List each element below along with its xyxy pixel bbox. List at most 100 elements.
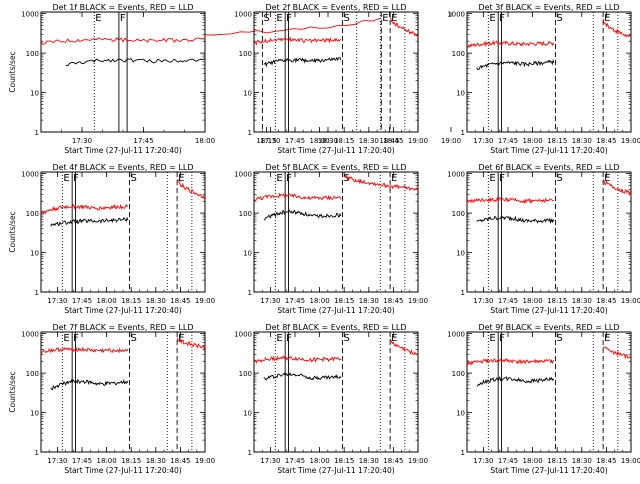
y-tick-label: 10 xyxy=(243,410,252,418)
y-tick-label: 1 xyxy=(248,289,252,297)
y-tick-label: 100 xyxy=(452,210,465,218)
y-tick-label: 1 xyxy=(35,289,39,297)
x-tick-label: 17:30 xyxy=(260,297,280,305)
x-tick-label: 17:30 xyxy=(260,457,280,465)
x-tick-label: 18:00 xyxy=(310,137,330,145)
y-tick-label: 1 xyxy=(248,129,252,137)
x-tick-label: 18:30 xyxy=(572,137,592,145)
y-tick-label: 1 xyxy=(461,289,465,297)
panel-frame xyxy=(466,331,632,453)
interval-marker-label: F xyxy=(73,333,79,344)
x-axis-label: Start Time (27-Jul-11 17:20:40) xyxy=(277,306,394,315)
detector-panel: Det 3f BLACK = Events, RED = LLD 1 10 100 10… xyxy=(447,3,640,155)
x-tick-label: 18:30 xyxy=(318,137,338,145)
panel-frame xyxy=(253,331,419,453)
interval-marker-label: S xyxy=(131,173,137,184)
interval-marker-label: E xyxy=(604,13,610,24)
interval-marker-label: S xyxy=(131,333,137,344)
x-tick-label: 18:45 xyxy=(596,137,616,145)
lld-series-line xyxy=(466,196,554,204)
y-tick-label: 1000 xyxy=(234,11,252,19)
events-series-line xyxy=(65,58,206,67)
x-tick-label: 17:45 xyxy=(72,297,92,305)
lld-series-line xyxy=(253,355,342,364)
detector-panel: Det 5f BLACK = Events, RED = LLD 1 10 100 10… xyxy=(234,163,428,315)
lld-series-line xyxy=(466,357,555,366)
x-tick-label: 19:00 xyxy=(621,137,640,145)
x-tick-label: 18:45 xyxy=(383,137,403,145)
panel-frame xyxy=(40,171,206,293)
interval-marker-label: E xyxy=(489,13,495,24)
x-tick-label: 18:00 xyxy=(195,137,215,145)
lld-series-line xyxy=(176,178,205,200)
lld-series-line xyxy=(466,39,555,49)
interval-marker-label: E xyxy=(391,13,397,24)
interval-marker-label: E xyxy=(604,173,610,184)
interval-marker-label: E xyxy=(95,13,101,24)
interval-marker-label: S xyxy=(557,333,563,344)
panel-frame xyxy=(466,11,632,133)
y-tick-label: 100 xyxy=(452,50,465,58)
x-tick-label: 18:15 xyxy=(334,137,354,145)
x-tick-label: 17:30 xyxy=(47,457,67,465)
y-tick-label: 10 xyxy=(30,410,39,418)
x-tick-label: 18:15 xyxy=(334,457,354,465)
x-tick-label: 18:15 xyxy=(256,137,276,145)
panel-title: Det 2f BLACK = Events, RED = LLD xyxy=(265,3,406,12)
interval-marker-label: E xyxy=(382,13,388,24)
x-axis-label: Start Time (27-Jul-11 17:20:40) xyxy=(277,146,394,155)
y-tick-label: 1000 xyxy=(21,11,39,19)
y-tick-label: 1 xyxy=(248,449,252,457)
events-series-line xyxy=(476,375,555,387)
detector-panel: Det 9f BLACK = Events, RED = LLD 1 10 100 10… xyxy=(447,323,640,475)
events-series-line xyxy=(263,372,342,381)
x-tick-label: 18:15 xyxy=(121,297,141,305)
panel-title: Det 1f BLACK = Events, RED = LLD xyxy=(52,3,193,12)
panel-title: Det 3f BLACK = Events, RED = LLD xyxy=(478,3,619,12)
x-tick-label: 17:30 xyxy=(473,137,493,145)
interval-marker-label: F xyxy=(286,333,292,344)
x-tick-label: 18:15 xyxy=(547,297,567,305)
interval-marker-label: E xyxy=(63,173,69,184)
x-tick-label: 18:45 xyxy=(383,457,403,465)
y-tick-label: 1000 xyxy=(447,331,465,339)
interval-marker-label: E xyxy=(276,13,282,24)
x-tick-label: 17:45 xyxy=(72,457,92,465)
y-axis-label: Counts/sec xyxy=(8,51,17,92)
x-tick-label: 19:00 xyxy=(195,457,215,465)
x-tick-label: 18:45 xyxy=(596,297,616,305)
x-axis-label: Start Time (27-Jul-11 17:20:40) xyxy=(277,466,394,475)
x-tick-label: 17:45 xyxy=(498,137,518,145)
x-tick-label: 18:30 xyxy=(146,457,166,465)
x-tick-label: 18:00 xyxy=(523,297,543,305)
x-tick-label: 17:30 xyxy=(473,457,493,465)
y-tick-label: 1 xyxy=(461,129,465,137)
x-tick-label: 18:30 xyxy=(359,457,379,465)
x-tick-label: 19:00 xyxy=(441,137,461,145)
lld-series-line xyxy=(253,36,342,46)
y-tick-label: 10 xyxy=(456,250,465,258)
interval-marker-label: F xyxy=(286,173,292,184)
panel-frame xyxy=(40,11,206,133)
y-tick-label: 100 xyxy=(26,210,39,218)
x-tick-label: 18:15 xyxy=(121,457,141,465)
x-tick-label: 17:45 xyxy=(285,137,305,145)
y-tick-label: 100 xyxy=(239,50,252,58)
events-series-line xyxy=(263,209,342,221)
interval-marker-label: E xyxy=(604,333,610,344)
detector-panel: Det 2f BLACK = Events, RED = LLD 1 10 100 10… xyxy=(234,3,428,155)
x-tick-label: 18:15 xyxy=(334,297,354,305)
interval-marker-label: E xyxy=(178,173,184,184)
y-tick-label: 100 xyxy=(239,210,252,218)
interval-marker-label: E xyxy=(63,333,69,344)
x-tick-label: 18:00 xyxy=(97,457,117,465)
y-tick-label: 100 xyxy=(26,50,39,58)
events-series-line xyxy=(263,56,342,68)
panel-title: Det 4f BLACK = Events, RED = LLD xyxy=(52,163,193,172)
x-tick-label: 17:45 xyxy=(285,457,305,465)
x-tick-label: 17:30 xyxy=(473,297,493,305)
x-tick-label: 17:30 xyxy=(47,297,67,305)
interval-marker-label: F xyxy=(286,13,292,24)
y-axis-label: Counts/sec xyxy=(8,371,17,412)
